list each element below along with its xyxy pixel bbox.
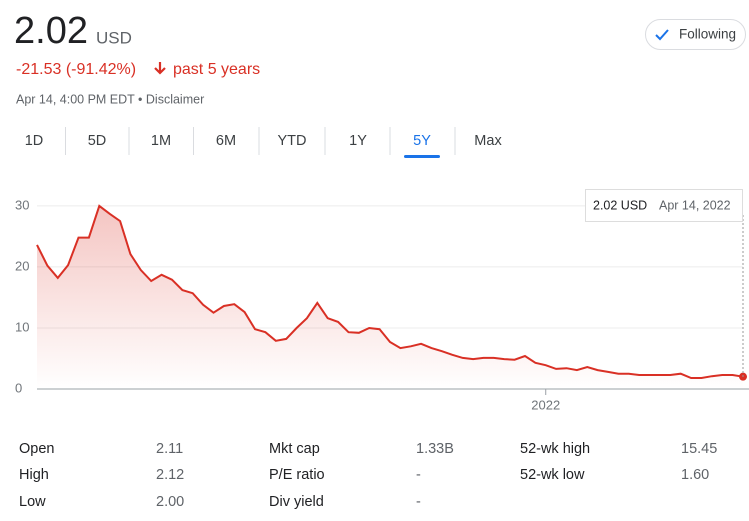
- tab-label: 1M: [151, 133, 171, 149]
- tooltip-date: Apr 14, 2022: [659, 198, 731, 212]
- price: 2.02: [14, 10, 88, 52]
- timestamp: Apr 14, 4:00 PM EDT • Disclaimer: [16, 92, 204, 106]
- area: [37, 205, 743, 389]
- tab-label: 5D: [88, 133, 107, 149]
- check-icon: [655, 29, 669, 41]
- tooltip-box: [585, 189, 743, 222]
- tab[interactable]: 1Y: [349, 133, 367, 149]
- line: [36, 204, 744, 379]
- stats-table: Open 2.11 Mkt cap 1.33B 52-wk high 15.45 High 2…: [19, 441, 717, 510]
- tooltip-value: 2.02 USD: [593, 198, 647, 212]
- y-tick-label: 0: [15, 380, 22, 395]
- stat-value: 2.11: [156, 441, 183, 457]
- stat-value: 1.60: [681, 467, 709, 483]
- stat-value: 2.00: [156, 494, 184, 510]
- tab[interactable]: Max: [474, 133, 502, 149]
- stat-label: 52-wk low: [520, 467, 585, 483]
- y-tick-label: 20: [15, 258, 29, 273]
- button-outline: [645, 19, 746, 50]
- y-tick-label: 10: [15, 319, 29, 334]
- tab[interactable]: 1M: [151, 133, 171, 149]
- change: -21.53 (-91.42%): [16, 61, 136, 78]
- tab-label: Max: [474, 133, 502, 149]
- tab[interactable]: 1D: [25, 133, 44, 149]
- tab-label: 1D: [25, 133, 44, 149]
- stat-label: High: [19, 467, 49, 483]
- currency: USD: [96, 28, 132, 47]
- tab[interactable]: 5Y: [404, 133, 440, 158]
- tab[interactable]: 5D: [88, 133, 107, 149]
- tab-label: 5Y: [413, 133, 431, 149]
- tab-underline: [404, 155, 440, 158]
- button-label: Following: [679, 27, 736, 42]
- stat-label: Div yield: [269, 494, 324, 510]
- stat-value: -: [416, 494, 421, 510]
- tooltip: 2.02 USD Apr 14, 2022: [585, 189, 743, 222]
- stat-label: Open: [19, 441, 54, 457]
- tab-label: YTD: [278, 133, 307, 149]
- stat-value: 1.33B: [416, 441, 454, 457]
- stat-value: 15.45: [681, 441, 717, 457]
- stat-label: P/E ratio: [269, 467, 325, 483]
- stat-value: -: [416, 467, 421, 483]
- x-tick-label: 2022: [531, 397, 560, 412]
- chart: 0 10 20 30 2022: [15, 197, 749, 412]
- stat-label: Mkt cap: [269, 441, 320, 457]
- down-arrow: [154, 62, 166, 75]
- stat-label: 52-wk high: [520, 441, 590, 457]
- period: past 5 years: [173, 61, 260, 78]
- stat-label: Low: [19, 494, 46, 510]
- follow-button[interactable]: Following: [645, 19, 746, 50]
- tab[interactable]: YTD: [278, 133, 307, 149]
- tab-label: 1Y: [349, 133, 367, 149]
- tab[interactable]: 6M: [216, 133, 236, 149]
- y-tick-label: 30: [15, 197, 29, 212]
- tab-label: 6M: [216, 133, 236, 149]
- tabs: 1D 5D 1M 6M YTD 1Y 5Y Max: [25, 127, 502, 158]
- stat-value: 2.12: [156, 467, 184, 483]
